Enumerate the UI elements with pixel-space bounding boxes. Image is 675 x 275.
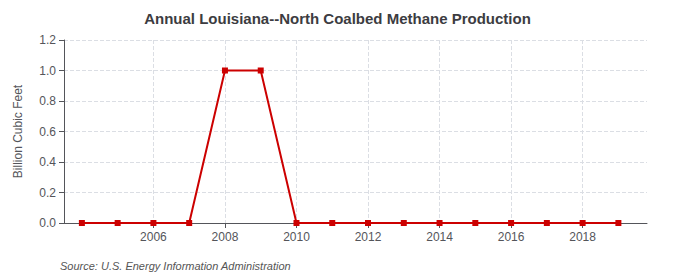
svg-text:2010: 2010 — [283, 230, 310, 244]
svg-text:Billion Cubic Feet: Billion Cubic Feet — [11, 84, 25, 178]
svg-text:2012: 2012 — [355, 230, 382, 244]
svg-text:2018: 2018 — [569, 230, 596, 244]
svg-text:2008: 2008 — [212, 230, 239, 244]
svg-text:0.8: 0.8 — [39, 94, 56, 108]
svg-text:Annual Louisiana--North Coalbe: Annual Louisiana--North Coalbed Methane … — [144, 10, 531, 27]
svg-text:0.6: 0.6 — [39, 125, 56, 139]
svg-text:0.0: 0.0 — [39, 216, 56, 230]
svg-text:1.2: 1.2 — [39, 33, 56, 47]
svg-text:2014: 2014 — [426, 230, 453, 244]
svg-text:0.4: 0.4 — [39, 155, 56, 169]
svg-text:1.0: 1.0 — [39, 64, 56, 78]
svg-text:2016: 2016 — [498, 230, 525, 244]
svg-text:0.2: 0.2 — [39, 186, 56, 200]
svg-text:2006: 2006 — [140, 230, 167, 244]
svg-text:Source: U.S. Energy Informatio: Source: U.S. Energy Information Administ… — [60, 260, 291, 272]
